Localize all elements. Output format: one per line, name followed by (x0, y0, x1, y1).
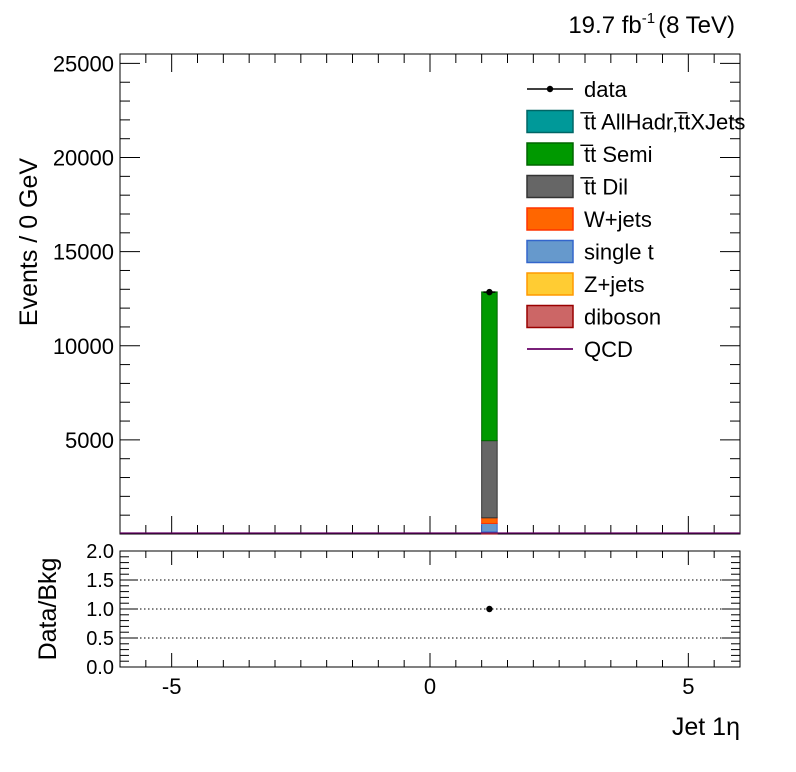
y-tick-label: 15000 (53, 240, 114, 265)
ratio-y-tick-label: 0.0 (86, 657, 114, 679)
legend-marker-data-point (546, 85, 554, 93)
bar-segment (481, 517, 498, 524)
legend-label: QCD (584, 337, 633, 362)
ratio-plot-panel: 0.0 0.5 1.0 1.5 2.0 -5 0 5 Data/Bkg Jet 1η (34, 541, 741, 741)
legend-label: diboson (584, 305, 661, 330)
legend-label: Z+jets (584, 272, 645, 297)
ratio-y-tick-label: 1.5 (86, 570, 114, 592)
legend-label: t̅t Semi (580, 142, 653, 167)
legend-label: W+jets (584, 207, 652, 232)
legend-marker-swatch (526, 142, 574, 166)
lumi-label: 19.7 fb-1 (8 TeV) (568, 10, 735, 39)
legend-marker-swatch (526, 272, 574, 296)
bar-segment (481, 291, 498, 442)
ratio-y-tick-label: 1.0 (86, 599, 114, 621)
legend-marker-swatch (526, 304, 574, 329)
main-axis-ticks: 5000 10000 15000 20000 25000 (53, 51, 741, 534)
stacked-bars (120, 291, 740, 535)
legend-marker-swatch (526, 239, 574, 264)
ratio-point (486, 605, 493, 613)
legend: data t̅t AllHadr,t̅tXJets t̅t Semi t̅t Dil W… (526, 77, 746, 362)
x-tick-label: 5 (682, 674, 694, 699)
x-axis-title: Jet 1η (672, 713, 740, 741)
ratio-axis-ticks: 0.0 0.5 1.0 1.5 2.0 -5 0 5 (86, 541, 741, 699)
ratio-y-tick-label: 0.5 (86, 628, 114, 650)
data-points (483, 288, 496, 296)
ratio-y-tick-label: 2.0 (86, 541, 114, 563)
legend-label: single t (584, 240, 654, 265)
x-tick-label: -5 (162, 674, 182, 699)
y-tick-label: 25000 (53, 51, 114, 76)
legend-marker-swatch (526, 207, 574, 231)
legend-label: t̅t AllHadr,t̅tXJets (580, 110, 746, 135)
ratio-points (486, 605, 493, 613)
legend-label: data (584, 77, 628, 102)
ratio-y-axis-title: Data/Bkg (34, 558, 62, 661)
legend-label: t̅t Dil (580, 175, 628, 200)
legend-marker-swatch (526, 174, 574, 199)
main-plot-panel: 5000 10000 15000 20000 25000 data t̅t AllHadr… (15, 51, 746, 535)
y-tick-label: 5000 (65, 428, 114, 453)
bar-segment (481, 522, 498, 533)
x-tick-label: 0 (424, 674, 436, 699)
legend-marker-swatch (526, 109, 574, 134)
y-tick-label: 20000 (53, 146, 114, 171)
y-tick-label: 10000 (53, 334, 114, 359)
bar-segment (481, 440, 498, 519)
y-axis-title: Events / 0 GeV (15, 158, 43, 326)
ratio-gridlines (120, 579, 740, 639)
data-point (486, 288, 493, 296)
